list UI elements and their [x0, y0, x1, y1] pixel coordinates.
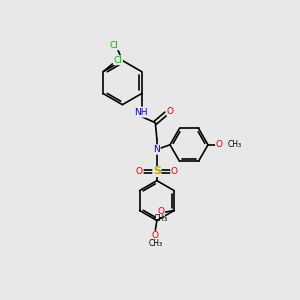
Text: NH: NH — [134, 108, 148, 117]
Text: CH₃: CH₃ — [154, 214, 168, 223]
Text: Cl: Cl — [114, 56, 122, 65]
Text: CH₃: CH₃ — [228, 140, 242, 149]
Text: O: O — [158, 207, 164, 216]
Text: O: O — [171, 167, 178, 176]
Text: S: S — [153, 167, 161, 176]
Text: O: O — [216, 140, 223, 149]
Text: O: O — [167, 106, 174, 116]
Text: N: N — [154, 145, 160, 154]
Text: O: O — [136, 167, 143, 176]
Text: O: O — [152, 231, 159, 240]
Text: CH₃: CH₃ — [148, 239, 162, 248]
Text: Cl: Cl — [110, 41, 118, 50]
